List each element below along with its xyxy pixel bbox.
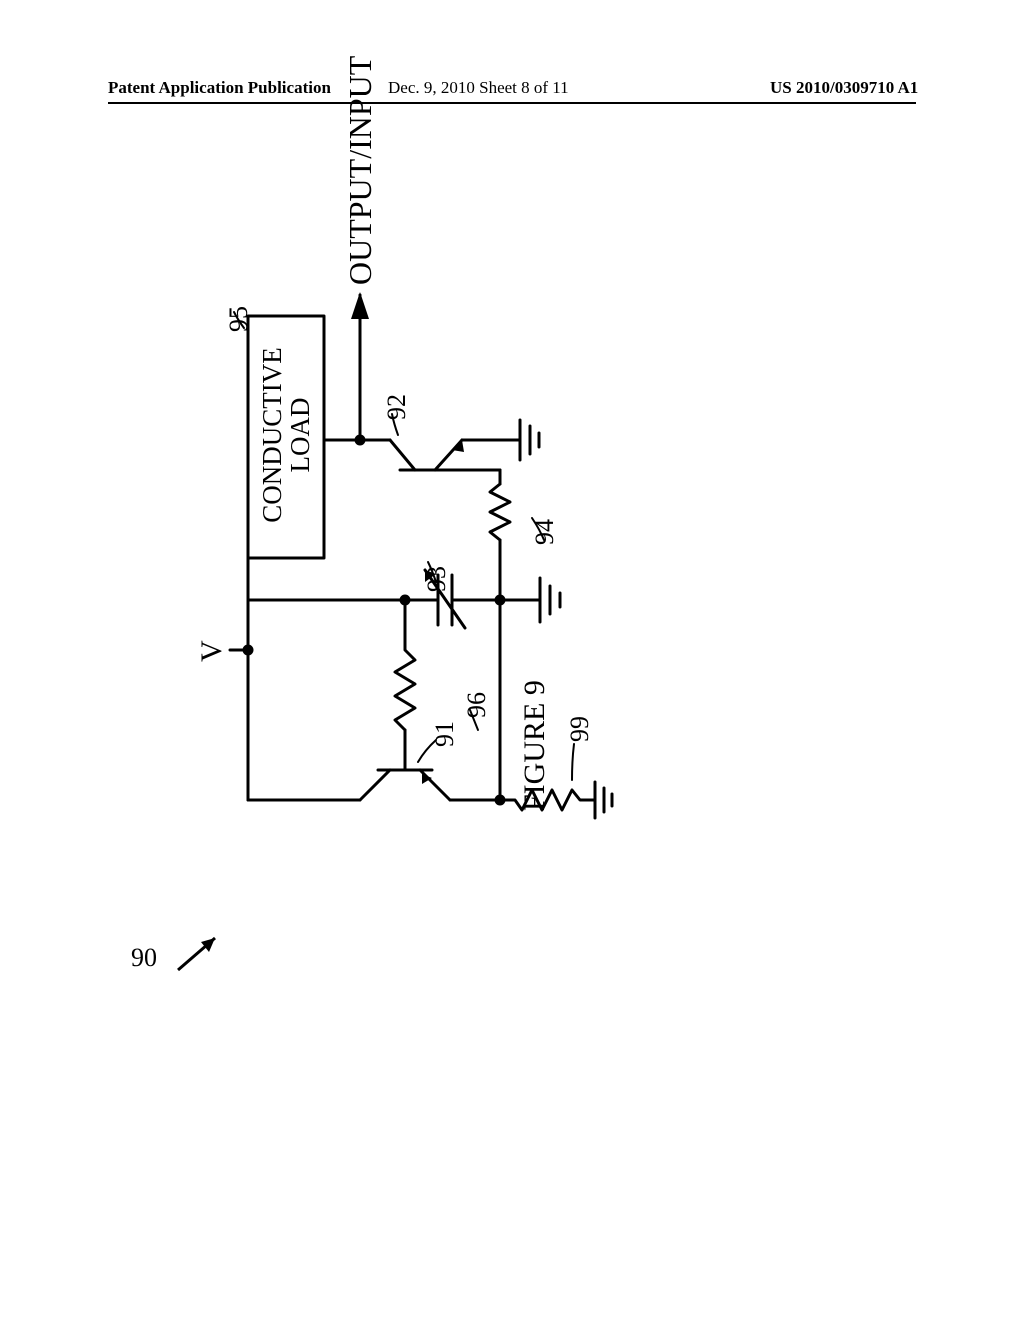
page: Patent Application Publication Dec. 9, 2… [0,0,1024,1320]
assembly-ref-90: 90 [131,943,157,973]
circuit-diagram: V CONDUCTIVE LOAD OUTPUT/INPUT 95 92 91 … [200,200,840,840]
header-right: US 2010/0309710 A1 [770,78,918,98]
assembly-arrow-icon [173,930,233,980]
circuit-svg [200,20,630,840]
